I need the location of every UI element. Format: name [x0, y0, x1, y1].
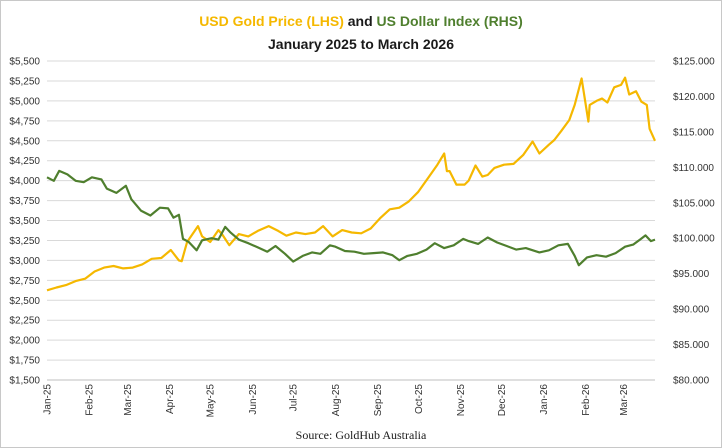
y-right-tick-label: $125.000 [673, 57, 715, 68]
y-left-tick-label: $3,000 [9, 256, 40, 267]
y-right-tick-label: $100.000 [673, 234, 715, 245]
x-tick-label: Feb-26 [581, 384, 592, 416]
dollar-index-line [46, 169, 656, 267]
y-left-tick-label: $4,000 [9, 176, 40, 187]
y-left-tick-label: $2,000 [9, 336, 40, 347]
x-tick-label: Sep-25 [373, 384, 384, 417]
y-right-tick-label: $115.000 [673, 127, 714, 138]
y-left-tick-label: $2,500 [9, 296, 40, 307]
x-tick-label: Jun-25 [248, 384, 259, 415]
x-tick-label: Apr-25 [165, 384, 176, 414]
x-tick-label: Feb-25 [85, 384, 96, 416]
y-left-tick-label: $1,500 [9, 376, 40, 387]
dxy-series-title: US Dollar Index (RHS) [376, 13, 523, 29]
y-right-tick-label: $120.000 [673, 92, 715, 103]
x-tick-label: Mar-26 [619, 384, 630, 416]
y-left-tick-label: $3,250 [9, 236, 40, 247]
y-left-tick-label: $3,750 [9, 196, 40, 207]
chart-title: USD Gold Price (LHS) and US Dollar Index… [0, 12, 722, 31]
y-left-tick-label: $5,250 [9, 76, 40, 87]
x-tick-label: Mar-25 [123, 384, 134, 416]
y-left-tick-label: $1,750 [9, 356, 40, 367]
y-left-tick-label: $5,000 [9, 96, 40, 107]
y-right-tick-label: $105.000 [673, 198, 715, 209]
x-tick-label: Nov-25 [456, 384, 467, 417]
x-tick-label: Oct-25 [414, 384, 425, 414]
x-tick-label: Jul-25 [289, 384, 300, 412]
y-right-tick-label: $95.000 [673, 269, 710, 280]
x-tick-label: May-25 [206, 384, 217, 418]
x-tick-label: Jan-26 [539, 384, 550, 415]
y-left-tick-label: $4,500 [9, 136, 40, 147]
chart-subtitle: January 2025 to March 2026 [268, 36, 454, 52]
y-left-tick-label: $4,250 [9, 156, 40, 167]
source-note: Source: GoldHub Australia [295, 428, 427, 442]
x-tick-label: Jan-25 [43, 384, 54, 415]
y-left-tick-label: $4,750 [9, 116, 40, 127]
title-connector: and [343, 13, 377, 29]
y-right-tick-label: $85.000 [673, 340, 710, 351]
gold-price-line [46, 76, 657, 292]
gold-series-title: USD Gold Price (LHS) [199, 13, 344, 29]
y-left-tick-label: $3,500 [9, 216, 40, 227]
y-right-tick-label: $80.000 [673, 376, 710, 387]
y-right-tick-label: $110.000 [673, 163, 714, 174]
x-tick-label: Aug-25 [331, 384, 342, 417]
y-left-tick-label: $5,500 [9, 57, 40, 68]
y-right-tick-label: $90.000 [673, 305, 710, 316]
y-left-tick-label: $2,750 [9, 276, 40, 287]
x-tick-label: Dec-25 [497, 384, 508, 417]
y-left-tick-label: $2,250 [9, 316, 40, 327]
